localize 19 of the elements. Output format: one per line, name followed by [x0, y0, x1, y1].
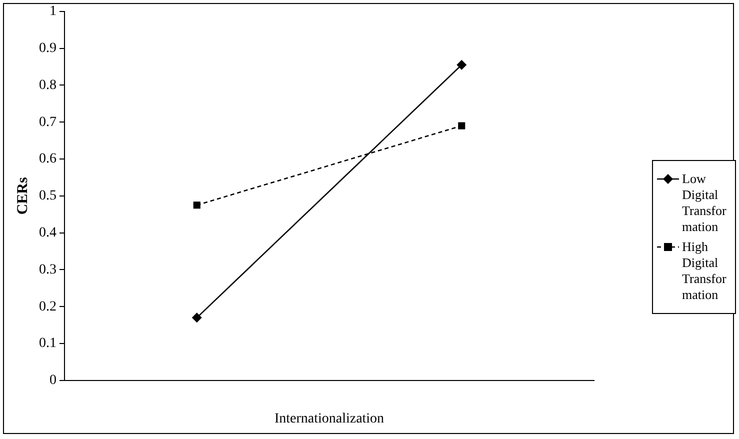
- legend-label: Low Digital Transformation: [682, 171, 728, 235]
- y-axis-title: CERs: [14, 176, 31, 215]
- y-tick-label: 0.4: [39, 225, 56, 240]
- y-tick-label: 0: [50, 373, 56, 388]
- point: [458, 122, 466, 130]
- y-tick-label: 1: [50, 4, 56, 20]
- point: [193, 202, 200, 209]
- y-tick-label: 0.8: [39, 78, 56, 93]
- point: [456, 60, 467, 70]
- y-tick-label: 0.3: [39, 262, 56, 278]
- legend-label: High Digital Transformation: [682, 239, 728, 303]
- y-tick-label: 0.9: [39, 40, 56, 56]
- y-tick-label: 0.6: [39, 152, 56, 167]
- y-tick-label: 0.1: [39, 336, 56, 352]
- y-tick-label: 0.7: [39, 114, 56, 130]
- x-axis-title: Internationalization: [274, 411, 384, 426]
- point: [192, 312, 202, 323]
- y-tick-label: 0.5: [39, 188, 56, 204]
- y-tick-label: 0.2: [39, 299, 56, 314]
